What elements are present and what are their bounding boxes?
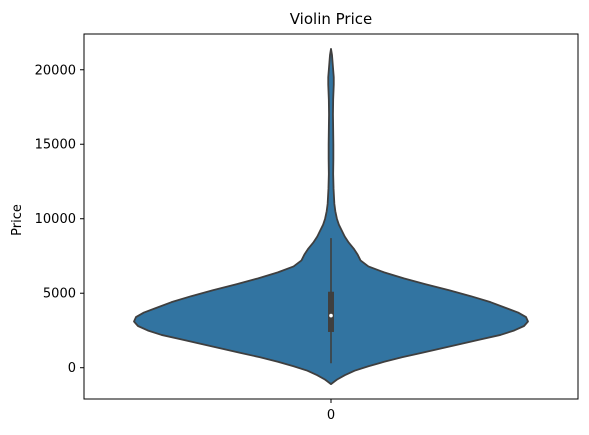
y-axis-label: Price (10, 204, 25, 236)
chart-title: Violin Price (290, 10, 372, 28)
violin-iqr-box (328, 291, 334, 332)
plot-frame (83, 33, 579, 400)
plot-area (133, 48, 529, 385)
y-tick-label: 10000 (35, 212, 76, 227)
y-tick-label: 20000 (35, 63, 76, 78)
y-axis: 0 5000 10000 15000 20000 (35, 63, 84, 376)
violin-median-point (329, 313, 333, 318)
x-tick-label: 0 (327, 408, 335, 423)
violin-body (133, 48, 529, 385)
x-axis: 0 (327, 399, 335, 423)
y-tick-label: 15000 (35, 138, 76, 153)
y-tick-label: 0 (68, 361, 76, 376)
y-tick-label: 5000 (43, 287, 76, 302)
